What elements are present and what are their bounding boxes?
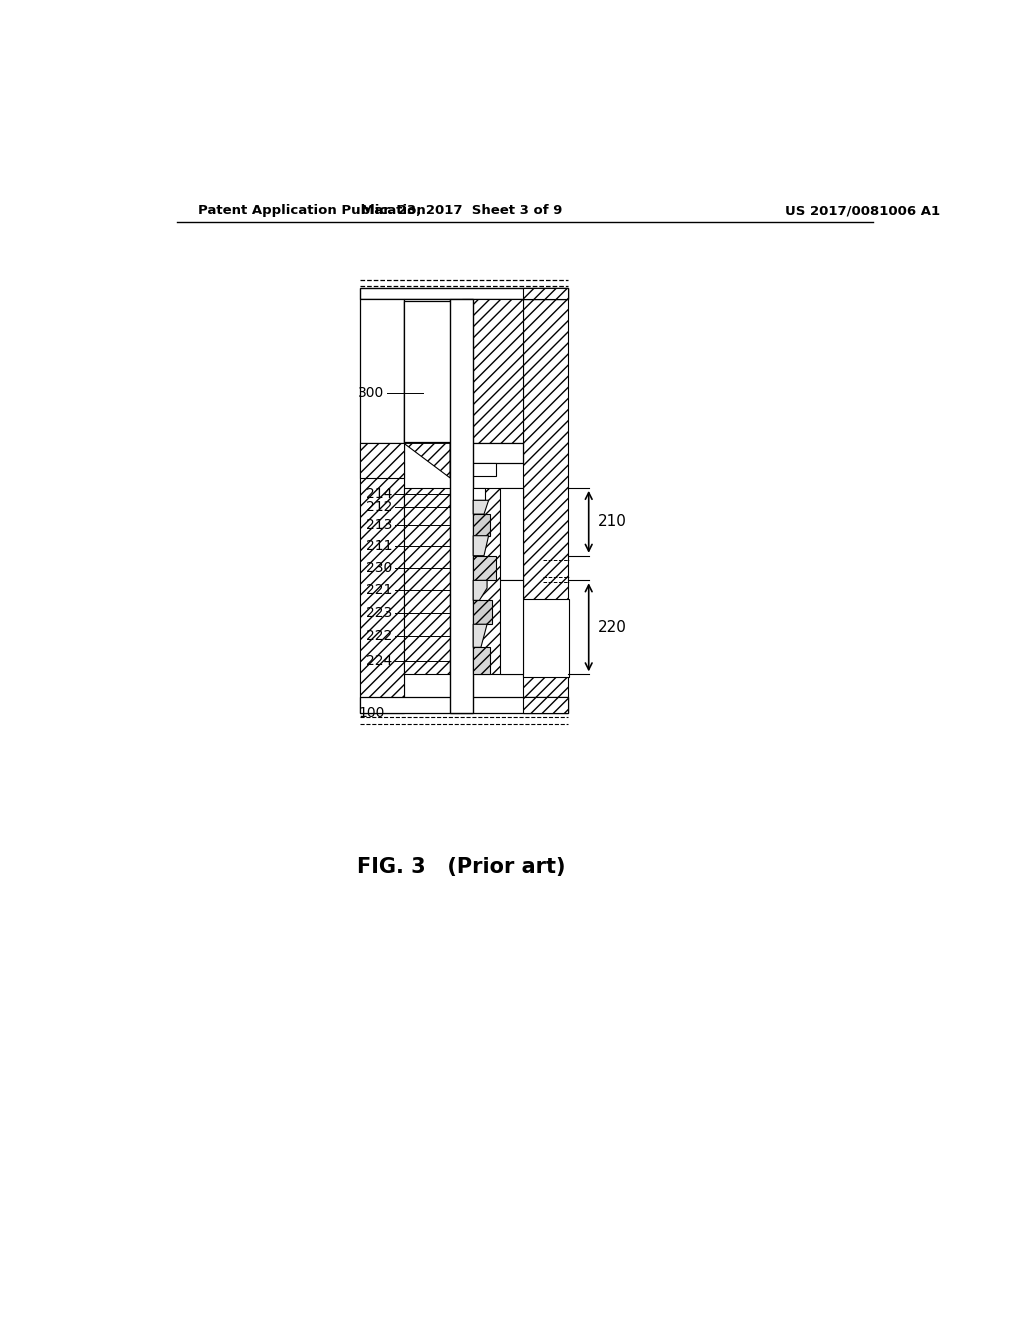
Text: 100: 100 bbox=[358, 706, 385, 719]
Bar bbox=[403, 300, 451, 444]
Bar bbox=[462, 462, 497, 477]
Text: 220: 220 bbox=[598, 620, 627, 635]
Text: 221: 221 bbox=[366, 583, 392, 598]
Bar bbox=[473, 488, 523, 675]
Bar bbox=[360, 444, 403, 713]
Bar bbox=[473, 556, 497, 581]
Text: Mar. 23, 2017  Sheet 3 of 9: Mar. 23, 2017 Sheet 3 of 9 bbox=[361, 205, 562, 218]
Text: 211: 211 bbox=[366, 539, 392, 553]
Bar bbox=[360, 288, 568, 300]
Bar bbox=[403, 301, 462, 442]
Text: 214: 214 bbox=[366, 487, 392, 502]
Bar bbox=[473, 601, 493, 624]
Bar bbox=[462, 300, 523, 444]
Bar bbox=[360, 697, 568, 713]
Polygon shape bbox=[403, 444, 451, 478]
Bar bbox=[523, 599, 569, 677]
Bar bbox=[523, 288, 568, 713]
Polygon shape bbox=[473, 500, 488, 515]
Bar bbox=[360, 300, 403, 444]
Bar bbox=[500, 488, 523, 581]
Text: 223: 223 bbox=[367, 606, 392, 619]
Bar bbox=[473, 647, 490, 675]
Bar bbox=[360, 444, 403, 713]
Text: US 2017/0081006 A1: US 2017/0081006 A1 bbox=[785, 205, 940, 218]
Bar bbox=[473, 515, 490, 536]
Polygon shape bbox=[473, 624, 487, 647]
Polygon shape bbox=[473, 581, 487, 601]
Text: 222: 222 bbox=[367, 628, 392, 643]
Text: 213: 213 bbox=[366, 517, 392, 532]
Bar bbox=[462, 444, 523, 462]
Bar bbox=[500, 581, 523, 675]
Text: 224: 224 bbox=[367, 655, 392, 668]
Bar bbox=[473, 488, 484, 500]
Bar bbox=[403, 488, 451, 675]
Text: 210: 210 bbox=[598, 515, 627, 529]
Polygon shape bbox=[473, 536, 488, 556]
Bar bbox=[360, 444, 403, 478]
Text: 212: 212 bbox=[366, 500, 392, 515]
Text: 300: 300 bbox=[358, 387, 385, 400]
Bar bbox=[523, 697, 568, 713]
Text: 230: 230 bbox=[367, 561, 392, 576]
Bar bbox=[451, 300, 473, 713]
Bar bbox=[523, 288, 568, 300]
Text: FIG. 3   (Prior art): FIG. 3 (Prior art) bbox=[357, 857, 566, 876]
Text: Patent Application Publication: Patent Application Publication bbox=[199, 205, 426, 218]
